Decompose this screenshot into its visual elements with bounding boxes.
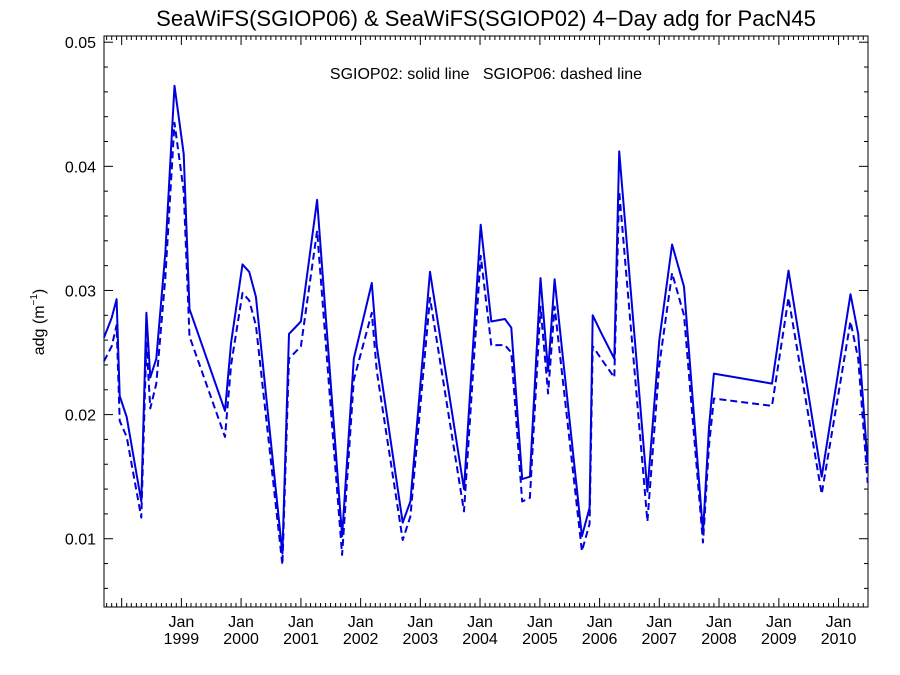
x-tick-label-month: Jan: [168, 614, 194, 631]
x-tick-label-year: 2007: [641, 631, 677, 648]
y-tick-label: 0.05: [65, 35, 96, 52]
y-tick-label: 0.01: [65, 532, 96, 549]
x-tick-label-month: Jan: [467, 614, 493, 631]
x-tick-label-month: Jan: [288, 614, 314, 631]
x-tick-label-year: 2001: [283, 631, 319, 648]
legend-annotation: SGIOP02: solid line SGIOP06: dashed line: [330, 66, 642, 83]
y-tick-label: 0.04: [65, 159, 96, 176]
chart-title: SeaWiFS(SGIOP06) & SeaWiFS(SGIOP02) 4−Da…: [156, 6, 816, 31]
y-tick-label: 0.02: [65, 408, 96, 425]
x-tick-label-month: Jan: [826, 614, 852, 631]
y-axis-label-close: ): [31, 289, 48, 294]
x-tick-label-year: 2008: [701, 631, 737, 648]
x-tick-label-month: Jan: [348, 614, 374, 631]
x-tick-label-year: 2005: [522, 631, 558, 648]
x-tick-label-month: Jan: [587, 614, 613, 631]
x-tick-label-year: 2004: [462, 631, 498, 648]
x-tick-label-year: 2009: [761, 631, 797, 648]
series-line-sgiop02: [103, 84, 869, 555]
y-axis-label-text: adg (m: [31, 305, 48, 355]
x-tick-label-month: Jan: [228, 614, 254, 631]
x-axis: Jan1999Jan2000Jan2001Jan2002Jan2003Jan20…: [106, 36, 864, 648]
x-tick-label-month: Jan: [766, 614, 792, 631]
x-tick-label-year: 2002: [343, 631, 379, 648]
x-tick-label-month: Jan: [407, 614, 433, 631]
x-tick-label-year: 2000: [223, 631, 259, 648]
y-tick-label: 0.03: [65, 283, 96, 300]
y-axis-label: adg (m−1): [29, 289, 48, 356]
x-tick-label-month: Jan: [527, 614, 553, 631]
x-tick-label-month: Jan: [646, 614, 672, 631]
x-tick-label-month: Jan: [706, 614, 732, 631]
x-tick-label-year: 2006: [582, 631, 618, 648]
x-tick-label-year: 2003: [403, 631, 439, 648]
plot-area: 0.010.020.030.040.05 Jan1999Jan2000Jan20…: [65, 35, 869, 648]
y-axis-label-sup: −1: [29, 294, 40, 306]
plot-frame: [103, 35, 869, 608]
y-axis: 0.01 0.02 0.03 0.04 0.05: [65, 35, 868, 589]
series-line-sgiop06: [103, 121, 869, 566]
x-tick-label-year: 2010: [821, 631, 857, 648]
series-group: [103, 84, 869, 566]
x-tick-label-year: 1999: [164, 631, 200, 648]
